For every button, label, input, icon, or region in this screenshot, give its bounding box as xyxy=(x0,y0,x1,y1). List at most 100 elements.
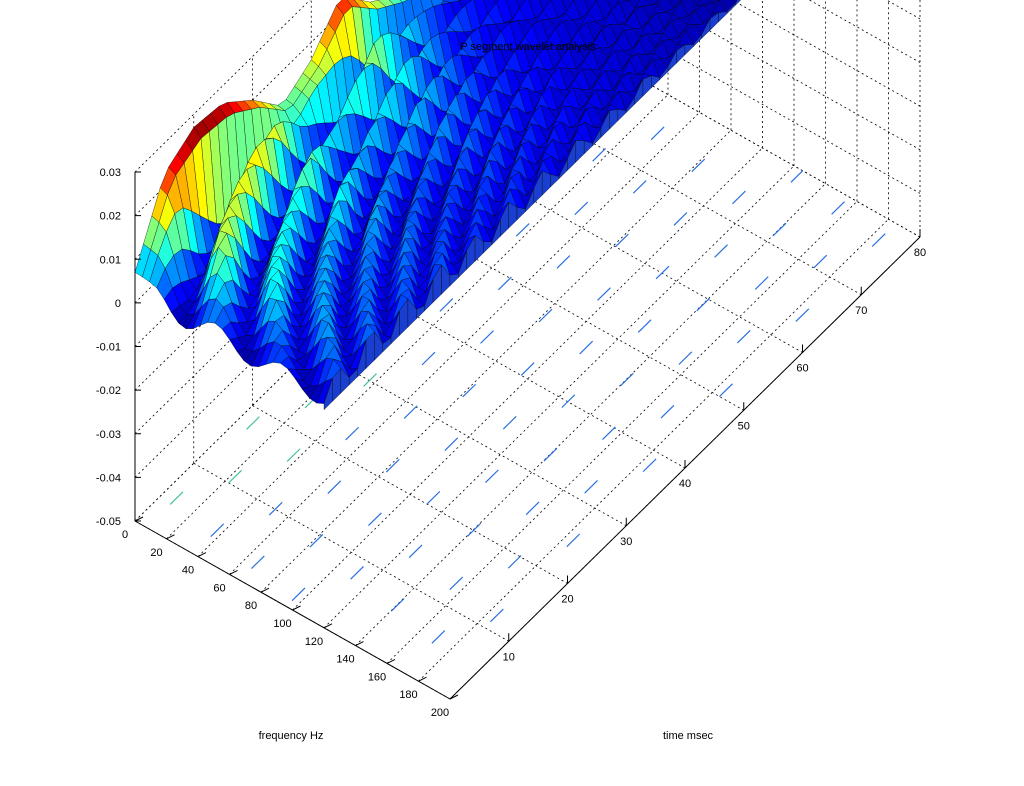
floor-contour-stroke xyxy=(368,512,382,527)
floor-contour-stroke xyxy=(696,297,711,312)
surface-skirt-patch xyxy=(642,75,652,97)
frequency-tick-label: 120 xyxy=(305,636,323,648)
floor-contour-stroke xyxy=(439,298,454,312)
floor-contour-stroke xyxy=(592,148,606,162)
z-tick-label: -0.04 xyxy=(96,472,121,484)
floor-contour-stroke xyxy=(754,276,769,290)
floor-contour-stroke xyxy=(210,523,225,537)
floor-contour-stroke xyxy=(169,491,184,505)
floor-contour-stroke xyxy=(350,566,364,580)
frequency-tick-label: 20 xyxy=(150,547,162,559)
surface-skirt-patch xyxy=(684,44,694,56)
floor-contour-stroke xyxy=(408,544,423,559)
frequency-tick-label: 60 xyxy=(213,582,225,594)
floor-contour-stroke xyxy=(462,383,477,398)
axis-layer xyxy=(134,171,921,700)
floor-contour-stroke xyxy=(790,170,804,183)
surface-skirt-patch xyxy=(609,109,618,130)
floor-contour-stroke xyxy=(543,447,558,462)
floor-grid-line xyxy=(487,174,803,353)
surface-skirt-patch xyxy=(449,273,459,287)
floor-contour-stroke xyxy=(637,319,652,333)
z-tick-label: 0 xyxy=(115,298,121,310)
surface-skirt-patch xyxy=(542,170,551,196)
floor-contour-stroke xyxy=(584,480,598,494)
floor-contour-stroke xyxy=(228,469,242,484)
frequency-tick-mark xyxy=(229,569,238,575)
frequency-tick-mark xyxy=(323,623,333,629)
frequency-tick-mark xyxy=(292,605,301,611)
surface-skirt-patch xyxy=(651,75,660,89)
frequency-tick-mark xyxy=(134,516,144,522)
time-tick-label: 10 xyxy=(503,651,515,663)
time-tick-label: 20 xyxy=(561,594,573,606)
floor-contour-stroke xyxy=(286,448,301,462)
floor-contour-stroke xyxy=(467,523,481,537)
floor-contour-stroke xyxy=(831,201,845,215)
floor-contour-stroke xyxy=(597,287,611,301)
floor-contour-stroke xyxy=(632,180,647,194)
floor-contour-stroke xyxy=(650,126,665,141)
floor-grid-line xyxy=(369,289,686,469)
frequency-tick-label: 200 xyxy=(431,707,449,719)
time-tick-label: 60 xyxy=(796,363,808,375)
floor-contour-stroke xyxy=(403,405,418,419)
floor-contour-stroke xyxy=(515,223,530,237)
floor-contour-stroke xyxy=(421,351,436,366)
z-tick-label: 0.03 xyxy=(100,167,121,179)
floor-contour-stroke xyxy=(772,222,787,237)
floor-contour-stroke xyxy=(480,330,494,344)
frequency-tick-mark xyxy=(355,641,364,647)
floor-contour-stroke xyxy=(556,255,571,269)
frequency-tick-mark xyxy=(386,658,396,664)
floor-contour-stroke xyxy=(714,244,728,258)
frequency-tick-mark xyxy=(449,694,459,700)
floor-contour-stroke xyxy=(507,555,522,569)
frequency-tick-mark xyxy=(418,676,427,682)
floor-contour-stroke xyxy=(525,501,540,516)
surface-patch xyxy=(709,0,717,4)
z-tick-label: 0.01 xyxy=(100,254,121,266)
z-tick-label: -0.05 xyxy=(96,516,121,528)
floor-grid-line xyxy=(311,347,627,527)
floor-contour-stroke xyxy=(736,329,751,344)
floor-contour-stroke xyxy=(449,576,464,591)
side-wall-grid-line xyxy=(604,58,921,238)
time-tick-label: 70 xyxy=(855,305,867,317)
floor-contour-stroke xyxy=(642,458,657,473)
frequency-tick-label: 40 xyxy=(182,565,194,577)
surface-skirt-patch xyxy=(550,174,560,188)
floor-contour-stroke xyxy=(660,404,675,419)
surface-skirt-patch xyxy=(516,207,526,221)
floor-contour-stroke xyxy=(385,458,400,473)
floor-contour-stroke xyxy=(691,158,706,173)
floor-contour-stroke xyxy=(574,201,589,216)
floor-contour-stroke xyxy=(561,394,576,408)
frequency-tick-label: 100 xyxy=(273,618,291,630)
floor-contour-stroke xyxy=(390,598,405,612)
floor-contour-stroke xyxy=(615,233,629,248)
floor-contour-stroke xyxy=(538,308,553,323)
time-tick-label: 40 xyxy=(679,478,691,490)
floor-contour-stroke xyxy=(520,362,535,376)
floor-contour-stroke xyxy=(291,587,306,602)
floor-contour-stroke xyxy=(246,416,260,430)
floor-contour-stroke xyxy=(655,265,670,280)
time-tick-label: 80 xyxy=(914,247,926,259)
tick-label-layer: -0.05 -0.04 -0.03 -0.02 -0.01 0 0.01 0.02 0.03 0 2… xyxy=(96,167,926,719)
floor-contour-stroke xyxy=(268,501,283,516)
frequency-tick-label: 160 xyxy=(368,671,386,683)
surface-skirt-patch xyxy=(483,241,493,254)
time-tick-label: 30 xyxy=(620,536,632,548)
floor-contour-stroke xyxy=(579,340,594,355)
floor-contour-stroke xyxy=(871,233,886,247)
frequency-tick-mark xyxy=(197,552,207,558)
surface-skirt-patch xyxy=(575,140,585,163)
floor-contour-stroke xyxy=(678,351,693,365)
frequency-tick-label: 0 xyxy=(122,529,128,541)
floor-contour-stroke xyxy=(444,437,459,451)
chart-title: P segment wavelet analysis xyxy=(460,41,596,53)
floor-contour-stroke xyxy=(566,533,581,548)
x-axis-title: time msec xyxy=(663,730,714,742)
floor-contour-stroke xyxy=(309,533,324,548)
